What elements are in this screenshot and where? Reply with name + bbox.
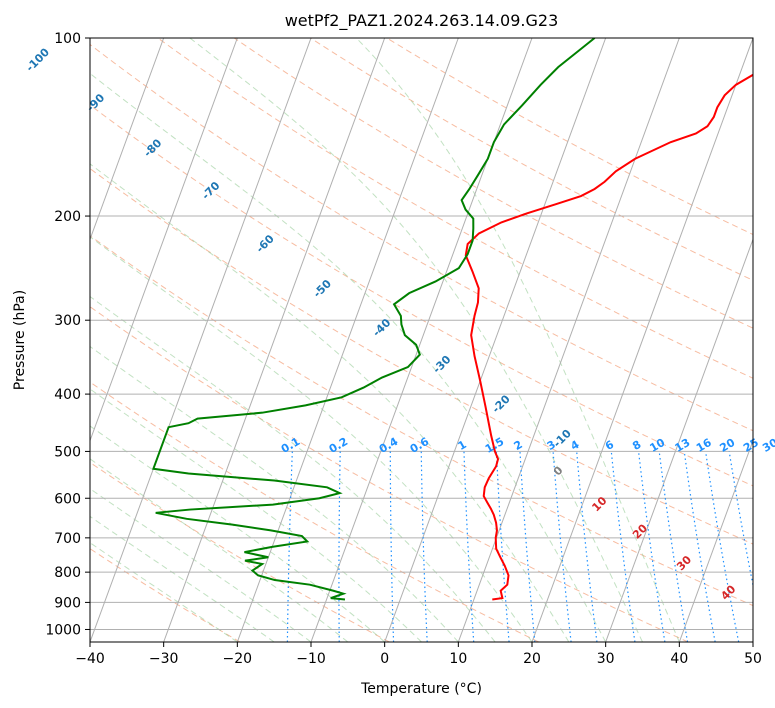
plot-frame	[89, 37, 754, 643]
moist-adiabat-line	[90, 388, 422, 642]
mixing-ratio-line	[338, 451, 341, 642]
x-tick-label: −10	[296, 651, 326, 667]
dry-adiabat-line	[157, 38, 753, 379]
x-axis-label: Temperature (°C)	[360, 681, 482, 697]
isotherm-gridline	[90, 38, 238, 443]
dry-adiabat-line	[90, 461, 390, 642]
moist-adiabat-line	[90, 345, 459, 642]
mixing-ratio-line	[705, 451, 740, 642]
x-tick-label: 30	[597, 651, 615, 667]
x-tick-label: 10	[449, 651, 467, 667]
y-tick-label: 600	[54, 491, 81, 507]
isotherm-gridline	[531, 38, 753, 642]
x-tick-label: 0	[380, 651, 389, 667]
isotherm-gridline	[236, 38, 459, 642]
mixing-ratio-line	[610, 451, 636, 642]
x-tick-label: −20	[223, 651, 253, 667]
isotherm-gridline	[384, 38, 607, 642]
moist-adiabat-line	[90, 295, 496, 642]
moist-adiabat-line	[90, 236, 533, 642]
moist-adiabat-line	[90, 72, 607, 642]
moist-adiabat-line	[356, 38, 680, 642]
y-tick-label: 1000	[45, 622, 81, 638]
y-tick-label: 200	[54, 209, 81, 225]
mixing-ratio-line	[683, 451, 716, 642]
chart-title: wetPf2_PAZ1.2024.263.14.09.G23	[285, 11, 559, 31]
isotherm-gridline	[678, 439, 753, 642]
moist-adiabat-line	[90, 515, 275, 642]
y-tick-label: 700	[54, 531, 81, 547]
x-tick-label: 20	[523, 651, 541, 667]
x-tick-label: −40	[75, 651, 105, 667]
x-tick-label: 50	[744, 651, 762, 667]
y-tick-label: 400	[54, 387, 81, 403]
moist-adiabat-line	[90, 425, 386, 642]
mixing-ratio-line	[420, 451, 428, 642]
moist-adiabat-line	[189, 38, 643, 642]
mixing-ratio-line	[519, 451, 536, 642]
y-tick-label: 300	[54, 313, 81, 329]
dry-adiabat-line	[90, 43, 753, 432]
profile-line	[152, 38, 596, 601]
dry-adiabat-line	[90, 381, 540, 642]
background-lines	[90, 38, 753, 642]
mixing-ratio-line	[576, 451, 598, 642]
moist-adiabat-line	[90, 163, 570, 642]
profiles	[152, 38, 753, 601]
moist-adiabat-line	[90, 542, 238, 642]
y-tick-label: 900	[54, 595, 81, 611]
dry-adiabat-line	[90, 235, 753, 607]
dry-adiabat-line	[90, 104, 753, 487]
mixing-ratio-line	[286, 451, 293, 642]
isotherm-gridline	[605, 237, 753, 642]
mixing-ratio-line	[463, 451, 475, 642]
mixing-ratio-line	[389, 451, 395, 642]
y-tick-label: 800	[54, 565, 81, 581]
mixing-ratio-line	[495, 451, 510, 642]
isotherm-gridline	[163, 38, 386, 642]
mixing-ratio-line	[658, 451, 689, 642]
x-tick-label: 40	[670, 651, 688, 667]
mixing-ratio-label: 30	[760, 436, 775, 455]
isotherm-gridline	[90, 38, 165, 241]
profile-line	[464, 73, 753, 601]
mixing-ratio-line	[552, 451, 572, 642]
mixing-ratio-line	[637, 451, 666, 642]
y-tick-label: 500	[54, 444, 81, 460]
moist-adiabat-label: -100	[23, 45, 52, 74]
axes: −40 −30 −20 −10 0 10 20 30 40 50 100 200 300 400 500 60…	[45, 31, 762, 667]
dry-adiabat-line	[90, 548, 241, 642]
mixing-ratio-line	[752, 451, 753, 457]
y-axis-label: Pressure (hPa)	[12, 290, 28, 390]
y-tick-label: 100	[54, 31, 81, 47]
x-tick-label: −30	[149, 651, 179, 667]
isotherm-gridline	[752, 640, 753, 642]
isotherm-gridline	[90, 38, 312, 642]
